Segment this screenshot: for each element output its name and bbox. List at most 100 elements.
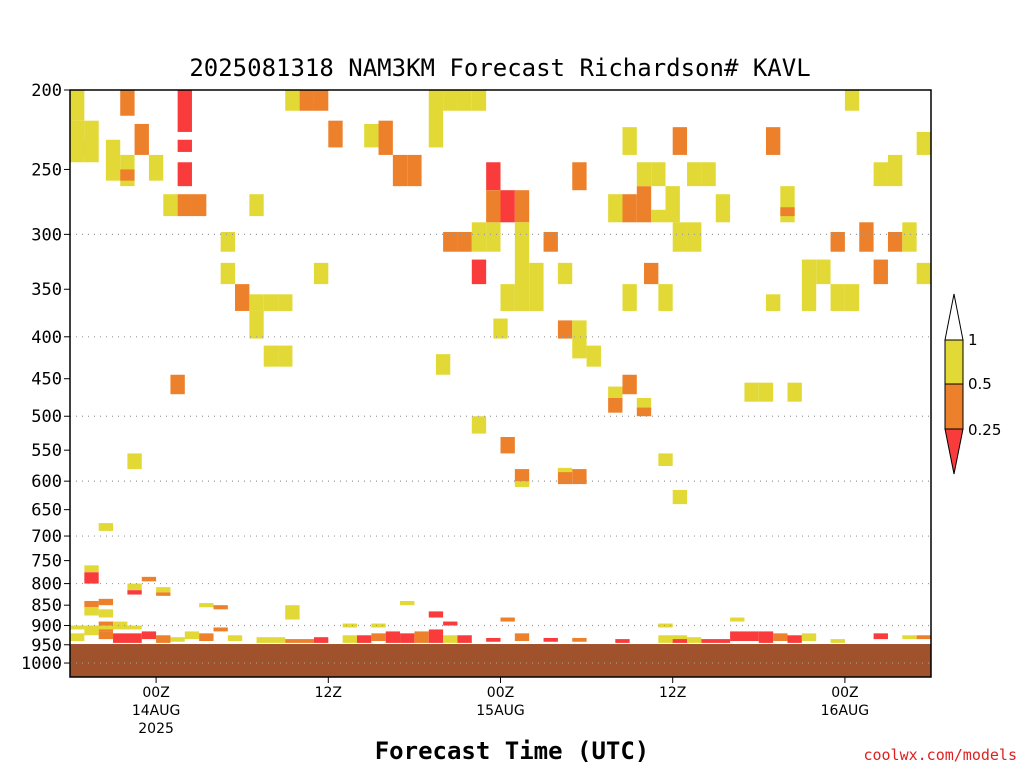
data-strip <box>801 633 817 642</box>
data-cell <box>84 607 99 616</box>
data-strip <box>730 631 759 642</box>
data-cell <box>622 374 637 395</box>
data-cell <box>486 222 501 252</box>
data-cell <box>765 294 781 311</box>
data-strip <box>658 635 688 643</box>
x-tick-label: 14AUG <box>132 703 181 719</box>
data-strip <box>830 639 845 643</box>
data-strip <box>672 639 688 643</box>
data-cell <box>120 90 135 116</box>
data-cell <box>844 90 860 111</box>
data-cell <box>887 154 903 187</box>
x-tick-label: 00Z <box>487 685 514 701</box>
data-cell <box>529 262 544 311</box>
data-cell <box>687 222 702 252</box>
data-cell <box>70 120 85 163</box>
data-cell <box>486 162 501 191</box>
x-tick-label: 12Z <box>315 685 342 701</box>
data-cell <box>285 605 300 620</box>
colorbar-label: 0.5 <box>968 375 992 393</box>
data-cell <box>622 127 637 155</box>
y-tick-label: 500 <box>31 407 62 427</box>
y-tick-label: 200 <box>31 81 62 101</box>
data-cell <box>98 523 114 531</box>
data-cell <box>658 284 673 311</box>
data-cell <box>701 162 716 187</box>
data-cell <box>285 90 300 111</box>
data-strip <box>414 631 429 643</box>
x-tick-label: 12Z <box>659 685 686 701</box>
data-strip <box>701 639 731 643</box>
credit-link[interactable]: coolwx.com/models <box>863 746 1017 764</box>
data-strip <box>916 635 931 640</box>
data-cell <box>84 572 99 584</box>
colorbar-top-arrow <box>944 293 964 341</box>
data-cell <box>156 587 171 593</box>
data-strip <box>84 627 99 636</box>
data-cell <box>651 209 666 223</box>
data-cell <box>84 600 99 608</box>
data-cell <box>199 603 214 608</box>
data-cell <box>435 354 451 375</box>
x-tick-label: 00Z <box>831 685 858 701</box>
data-cell <box>220 262 236 285</box>
data-cell <box>816 259 831 285</box>
data-cell <box>471 416 487 434</box>
data-cell <box>672 489 688 505</box>
data-cell <box>471 90 487 111</box>
data-cell <box>191 194 207 217</box>
data-cell <box>658 453 673 467</box>
y-tick-label: 900 <box>31 617 62 637</box>
data-cell <box>120 169 135 181</box>
data-cell <box>916 131 931 155</box>
data-strip <box>98 631 114 640</box>
data-cell <box>392 154 408 187</box>
data-cell <box>672 222 688 252</box>
data-cell <box>608 194 623 223</box>
data-cell <box>916 262 931 285</box>
data-cell <box>177 162 192 187</box>
data-strip <box>787 635 802 643</box>
y-tick-label: 700 <box>31 527 62 547</box>
data-cell <box>651 162 666 187</box>
data-cell <box>514 481 530 488</box>
data-cell <box>514 190 530 223</box>
data-cell <box>636 162 652 187</box>
data-cell <box>902 222 917 252</box>
data-cell <box>249 194 264 217</box>
data-cell <box>134 123 149 155</box>
y-tick-label: 850 <box>31 596 62 616</box>
data-cell <box>787 382 802 402</box>
data-cell <box>514 222 530 311</box>
data-strip <box>285 639 314 643</box>
data-cell <box>141 576 157 582</box>
data-cell <box>672 127 688 155</box>
y-tick-label: 950 <box>31 636 62 656</box>
data-cell <box>299 90 314 111</box>
data-strip <box>687 637 702 643</box>
data-strip <box>113 633 142 643</box>
x-axis-label: Forecast Time (UTC) <box>375 737 650 765</box>
data-cell <box>127 453 142 470</box>
data-cell <box>873 259 888 285</box>
data-cell <box>636 186 652 223</box>
data-cell <box>213 605 228 610</box>
data-cell <box>428 611 444 618</box>
data-cell <box>84 565 99 573</box>
data-strip <box>457 635 472 643</box>
data-cell <box>148 154 164 181</box>
data-cell <box>428 90 444 148</box>
data-cell <box>572 469 587 485</box>
data-cell <box>127 590 142 595</box>
data-strip <box>199 633 214 642</box>
y-tick-label: 400 <box>31 328 62 348</box>
data-cell <box>830 284 845 311</box>
x-tick-label: 15AUG <box>476 703 525 719</box>
data-cell <box>765 127 781 155</box>
data-cell <box>84 120 99 163</box>
data-cell <box>557 262 573 285</box>
data-cell <box>443 90 458 111</box>
data-cell <box>586 345 601 367</box>
data-cell <box>400 600 415 606</box>
